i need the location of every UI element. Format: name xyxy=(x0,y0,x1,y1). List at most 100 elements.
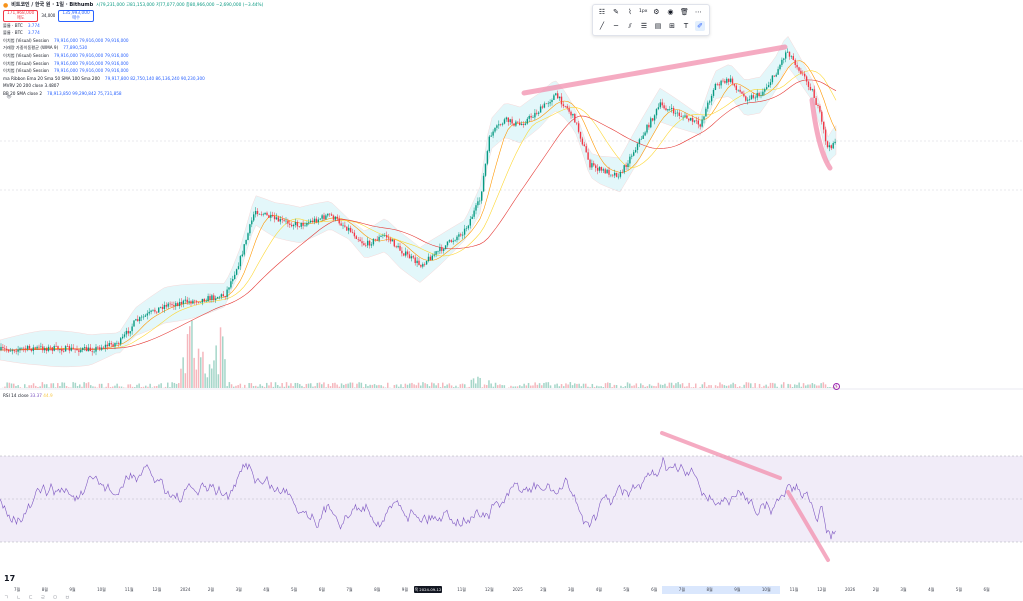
channel-icon[interactable]: ▤ xyxy=(653,21,663,31)
candle-body xyxy=(793,56,794,60)
candle-body xyxy=(462,235,463,236)
volume-bar xyxy=(774,383,776,388)
gear-icon[interactable]: ⚙ xyxy=(651,7,661,17)
candle-body xyxy=(561,97,562,105)
volume-bar xyxy=(251,383,253,388)
indicator-row[interactable]: MVRV 20 200 close 3.4807 xyxy=(3,82,263,90)
eye-icon[interactable]: ◉ xyxy=(665,7,675,17)
time-axis-label: 3월 xyxy=(900,587,906,593)
volume-bar xyxy=(495,383,497,388)
more-icon[interactable]: ⋯ xyxy=(693,7,703,17)
candle-body xyxy=(299,226,300,227)
candle-body xyxy=(33,347,34,350)
candle-body xyxy=(692,118,693,122)
candle-body xyxy=(705,109,706,117)
pitchfork-icon[interactable]: ⫽ xyxy=(625,21,635,31)
horizontal-ray-icon[interactable]: ─ xyxy=(611,21,621,31)
candle-body xyxy=(228,287,229,289)
event-marker-icon[interactable]: € xyxy=(833,383,840,390)
candle-body xyxy=(192,301,193,304)
tradingview-logo[interactable]: 17 xyxy=(4,574,15,583)
volume-bar xyxy=(638,387,640,388)
volume-bar xyxy=(160,383,162,388)
volume-bar xyxy=(88,382,90,388)
ruler-icon[interactable]: ⌇ xyxy=(625,7,635,17)
spread-value: 34,000 xyxy=(41,12,55,20)
indicator-name: 거래량 가중이동평균 (WMA 9) xyxy=(3,44,58,52)
time-axis-label: 12월 xyxy=(153,587,162,593)
candle-body xyxy=(707,103,708,109)
candle-body xyxy=(196,301,197,302)
volume-bar xyxy=(537,385,539,388)
layers-icon[interactable]: ☷ xyxy=(597,7,607,17)
volume-bar xyxy=(281,383,283,388)
volume-bar xyxy=(699,387,701,388)
volume-bar xyxy=(361,383,363,388)
candle-body xyxy=(122,337,123,338)
candle-body xyxy=(54,346,55,351)
trend-line-icon[interactable]: ╱ xyxy=(597,21,607,31)
pencil-icon[interactable]: ✎ xyxy=(611,7,621,17)
fib-retracement-icon[interactable]: ☰ xyxy=(639,21,649,31)
indicator-row[interactable]: 거래량 가중이동평균 (WMA 9)77,890,530 xyxy=(3,44,263,52)
candle-body xyxy=(114,343,115,347)
volume-bar xyxy=(763,386,765,388)
volume-bar xyxy=(605,383,607,388)
candle-body xyxy=(679,113,680,116)
indicator-value: 79,916,000 79,916,000 79,916,000 xyxy=(54,37,129,45)
line-width-select[interactable]: 1px xyxy=(639,7,647,17)
volume-bar xyxy=(57,383,59,388)
text-icon[interactable]: T xyxy=(681,21,691,31)
brush-icon[interactable]: ✐ xyxy=(695,21,705,31)
candle-body xyxy=(422,264,423,267)
candle-body xyxy=(183,301,184,304)
time-axis-label: 8월 xyxy=(374,587,380,593)
volume-bar xyxy=(138,384,140,388)
trash-icon[interactable]: 🗑 xyxy=(679,7,689,17)
volume-bar xyxy=(433,383,435,388)
volume-bar xyxy=(512,387,514,388)
volume-bar xyxy=(4,387,6,388)
candle-body xyxy=(282,219,283,220)
volume-bar xyxy=(781,384,783,388)
volume-bar xyxy=(614,385,616,388)
volume-bar xyxy=(739,386,741,388)
volume-bar xyxy=(675,383,677,388)
candle-body xyxy=(63,351,64,352)
volume-bar xyxy=(585,384,587,388)
candle-body xyxy=(749,99,750,100)
candle-body xyxy=(477,201,478,205)
symbol-icon: ● xyxy=(3,2,8,10)
rsi-label[interactable]: RSI 14 close xyxy=(3,393,29,398)
volume-bar xyxy=(244,385,246,388)
fib-fan-icon[interactable]: ⊞ xyxy=(667,21,677,31)
time-axis-label: 2월 xyxy=(873,587,879,593)
candle-body xyxy=(409,254,410,258)
candle-body xyxy=(323,215,324,219)
volume-bar xyxy=(510,386,512,388)
volume-bar xyxy=(332,383,334,388)
candle-body xyxy=(289,224,290,225)
candle-body xyxy=(46,348,47,351)
candle-body xyxy=(255,211,256,214)
volume-bar xyxy=(374,384,376,388)
candle-body xyxy=(483,176,484,192)
volume-bar xyxy=(493,387,495,388)
time-axis-label: 2월 xyxy=(540,587,546,593)
collapse-legend-button[interactable]: 👁 xyxy=(5,94,13,99)
symbol-title[interactable]: 비트코인 / 한국 원 · 1일 · Bithumb xyxy=(11,2,93,10)
time-axis-label: 2월 xyxy=(208,587,214,593)
candle-body xyxy=(766,87,767,89)
time-axis-label: 12월 xyxy=(485,587,494,593)
volume-bar xyxy=(431,383,433,388)
